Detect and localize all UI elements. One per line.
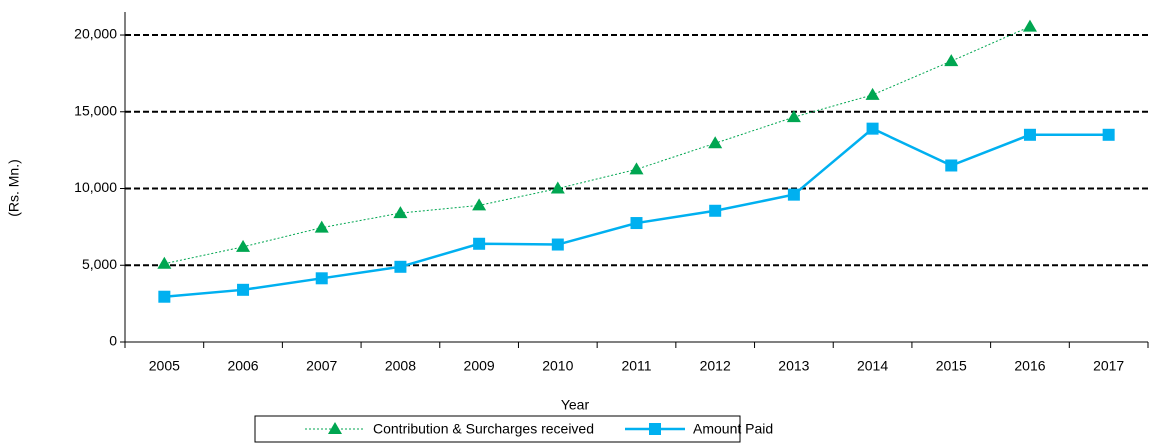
data-point (866, 122, 879, 135)
data-point (945, 159, 958, 172)
data-point (1022, 19, 1037, 32)
x-tick-label: 2008 (385, 358, 416, 374)
x-tick-label: 2010 (542, 358, 573, 374)
data-point (394, 260, 407, 273)
legend-marker (649, 423, 661, 435)
data-point (237, 283, 250, 296)
data-point (315, 272, 328, 285)
series-line (164, 127, 1109, 298)
data-point (629, 162, 644, 175)
y-tick-label: 0 (109, 333, 117, 349)
legend-label: Contribution & Surcharges received (373, 421, 594, 437)
legend-label: Amount Paid (693, 421, 773, 437)
x-tick-label: 2012 (700, 358, 731, 374)
y-axis-label: (Rs. Mn.) (6, 159, 22, 217)
x-tick-label: 2011 (621, 358, 651, 374)
data-point (157, 256, 172, 269)
data-point (236, 239, 251, 252)
x-tick-label: 2009 (464, 358, 495, 374)
data-point (472, 198, 487, 211)
y-tick-label: 20,000 (74, 26, 117, 42)
data-point (551, 238, 564, 251)
data-point (158, 290, 171, 303)
y-tick-label: 5,000 (82, 256, 117, 272)
data-point (787, 188, 800, 201)
data-point (944, 54, 959, 67)
data-point (393, 206, 408, 219)
data-point (1102, 128, 1115, 141)
data-point (630, 217, 643, 230)
x-tick-label: 2017 (1093, 358, 1124, 374)
x-tick-label: 2006 (227, 358, 258, 374)
data-point (865, 87, 880, 100)
data-point (708, 136, 723, 149)
data-point (709, 204, 722, 217)
data-point (314, 220, 329, 233)
data-point (786, 110, 801, 123)
y-tick-label: 15,000 (74, 102, 117, 118)
x-tick-label: 2007 (306, 358, 337, 374)
data-point (550, 181, 565, 194)
data-point (1023, 128, 1036, 141)
y-tick-label: 10,000 (74, 179, 117, 195)
series-line (164, 26, 1031, 265)
legend-marker (328, 422, 342, 434)
x-tick-label: 2005 (149, 358, 180, 374)
data-point (473, 237, 486, 250)
x-tick-label: 2016 (1014, 358, 1045, 374)
x-tick-label: 2014 (857, 358, 888, 374)
x-tick-label: 2013 (778, 358, 809, 374)
x-tick-label: 2015 (936, 358, 967, 374)
x-axis-label: Year (561, 397, 590, 413)
